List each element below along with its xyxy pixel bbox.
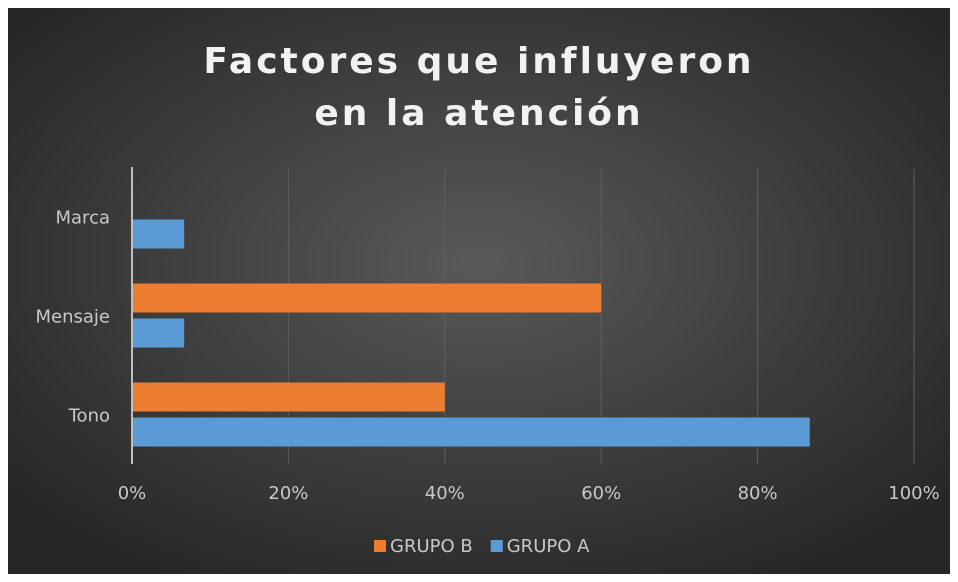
x-tick-label: 80% xyxy=(738,483,778,504)
x-tick-label: 40% xyxy=(425,483,465,504)
legend-swatch xyxy=(490,540,503,552)
chart-title: Factores que influyeron en la atención xyxy=(203,41,755,134)
x-tick-label: 0% xyxy=(118,483,147,504)
y-tick-label: Mensaje xyxy=(36,307,111,328)
x-tick-label: 20% xyxy=(268,483,308,504)
x-tick-label: 60% xyxy=(581,483,621,504)
bar xyxy=(132,382,445,412)
bar xyxy=(132,417,810,447)
bar xyxy=(132,318,185,348)
legend-label: GRUPO A xyxy=(507,536,590,557)
y-tick-label: Tono xyxy=(68,406,110,427)
legend-swatch xyxy=(374,540,386,552)
legend-label: GRUPO B xyxy=(390,536,473,557)
x-tick-label: 100% xyxy=(888,483,939,504)
bar xyxy=(132,283,602,313)
bar xyxy=(132,219,185,249)
y-tick-label: Marca xyxy=(56,208,111,229)
